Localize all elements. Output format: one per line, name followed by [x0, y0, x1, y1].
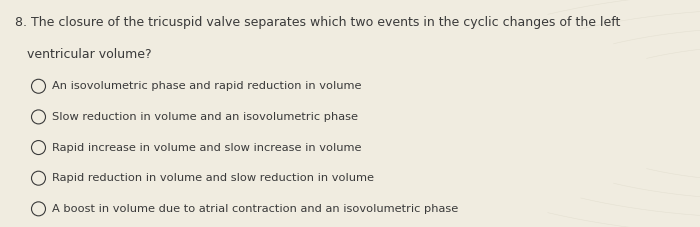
Text: Slow reduction in volume and an isovolumetric phase: Slow reduction in volume and an isovolum… — [52, 112, 358, 122]
Text: 8. The closure of the tricuspid valve separates which two events in the cyclic c: 8. The closure of the tricuspid valve se… — [15, 16, 621, 29]
Text: Rapid increase in volume and slow increase in volume: Rapid increase in volume and slow increa… — [52, 143, 362, 153]
Text: Rapid reduction in volume and slow reduction in volume: Rapid reduction in volume and slow reduc… — [52, 173, 374, 183]
Text: A boost in volume due to atrial contraction and an isovolumetric phase: A boost in volume due to atrial contract… — [52, 204, 459, 214]
Text: ventricular volume?: ventricular volume? — [27, 48, 151, 61]
Text: An isovolumetric phase and rapid reduction in volume: An isovolumetric phase and rapid reducti… — [52, 81, 362, 91]
